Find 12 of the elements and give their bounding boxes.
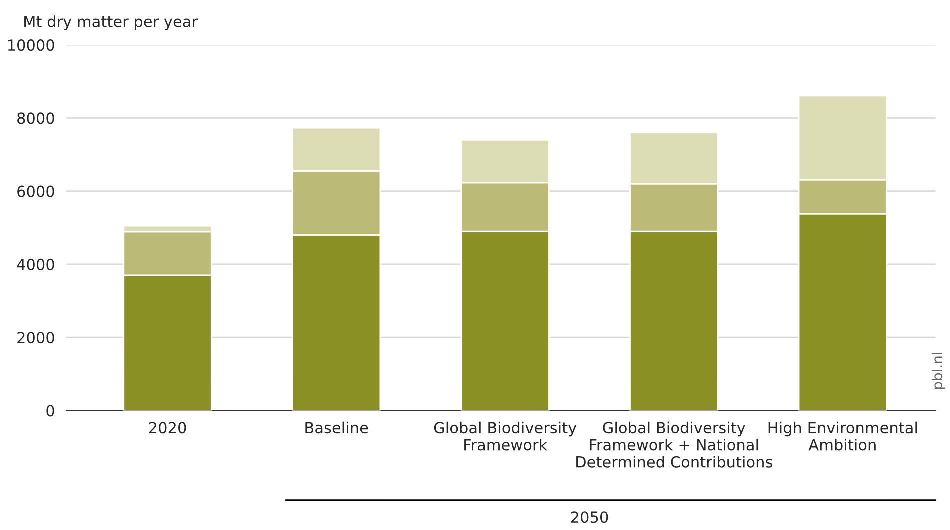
y-tick-label: 6000 <box>18 186 54 198</box>
x-tick-label: Baseline <box>306 422 368 434</box>
x-tick-label: Global Biodiversity Framework <box>434 422 577 451</box>
y-tick-label: 2000 <box>18 332 54 344</box>
annotation: pbl.nl <box>932 353 946 390</box>
y-tick-label: 10000 <box>8 40 54 52</box>
text: 2050 <box>571 512 608 524</box>
y-tick-label: 4000 <box>17 258 54 270</box>
x-tick-label: 2020 <box>149 422 186 434</box>
y-tick-label: 8000 <box>18 112 54 124</box>
y-axis-title: Mt dry matter per year <box>24 16 198 30</box>
y-tick-label: 0 <box>46 405 54 417</box>
